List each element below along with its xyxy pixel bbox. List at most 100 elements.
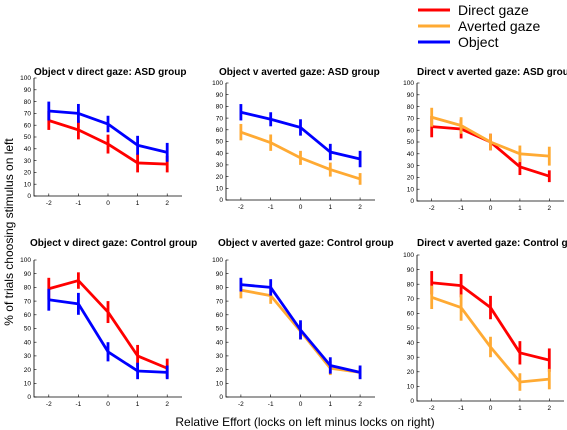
legend-label-1: Direct gaze bbox=[458, 2, 529, 18]
y-tick-label: 70 bbox=[216, 298, 224, 305]
x-tick-label: -1 bbox=[76, 200, 82, 207]
y-tick-label: 80 bbox=[216, 285, 224, 292]
x-tick-label: 0 bbox=[299, 401, 303, 408]
series-object bbox=[47, 288, 169, 380]
y-tick-label: 50 bbox=[216, 139, 224, 146]
x-tick-label: 1 bbox=[518, 205, 522, 212]
y-tick-label: 20 bbox=[407, 369, 415, 376]
panel-5-title: Object v averted gaze: Control group bbox=[218, 238, 394, 249]
x-tick-label: 2 bbox=[165, 401, 169, 408]
series-object bbox=[239, 104, 362, 168]
y-tick-label: 100 bbox=[20, 257, 31, 264]
x-tick-label: 0 bbox=[489, 405, 493, 412]
y-tick-label: 80 bbox=[24, 99, 32, 106]
y-tick-label: 40 bbox=[407, 340, 415, 347]
panel-3-title: Direct v averted gaze: ASD group bbox=[417, 67, 567, 78]
y-tick-label: 90 bbox=[216, 92, 224, 99]
y-tick-label: 50 bbox=[216, 326, 224, 333]
y-tick-label: 0 bbox=[410, 398, 414, 405]
y-tick-label: 100 bbox=[403, 80, 414, 87]
panel-2-axes bbox=[225, 83, 375, 201]
x-axis-label: Relative Effort (locks on left minus loc… bbox=[175, 415, 434, 429]
x-tick-label: -1 bbox=[458, 405, 464, 412]
y-tick-label: 60 bbox=[24, 312, 32, 319]
panel-3: Direct v averted gaze: ASD group 0 10 20 30 4… bbox=[403, 67, 567, 212]
x-tick-label: -1 bbox=[268, 401, 274, 408]
y-tick-label: 30 bbox=[216, 353, 224, 360]
x-tick-label: 1 bbox=[136, 401, 140, 408]
y-tick-label: 90 bbox=[407, 92, 415, 99]
y-tick-label: 10 bbox=[407, 384, 415, 391]
x-tick-label: -1 bbox=[268, 204, 274, 211]
y-tick-label: 70 bbox=[407, 116, 415, 123]
y-tick-label: 80 bbox=[216, 104, 224, 111]
y-tick-label: 40 bbox=[216, 339, 224, 346]
y-tick-label: 20 bbox=[24, 170, 32, 177]
y-tick-label: 10 bbox=[24, 381, 32, 388]
y-tick-label: 20 bbox=[216, 367, 224, 374]
y-tick-label: 0 bbox=[27, 193, 31, 200]
series-object bbox=[47, 101, 169, 162]
y-tick-label: 60 bbox=[407, 127, 415, 134]
x-tick-label: 1 bbox=[328, 401, 332, 408]
x-tick-label: -2 bbox=[46, 401, 52, 408]
y-tick-label: 90 bbox=[24, 271, 32, 278]
y-tick-label: 10 bbox=[216, 381, 224, 388]
y-tick-label: 60 bbox=[407, 311, 415, 318]
y-tick-label: 90 bbox=[216, 271, 224, 278]
panel-6-title: Direct v averted gaze: Control group bbox=[417, 238, 567, 249]
x-tick-label: -2 bbox=[238, 204, 244, 211]
y-tick-label: 30 bbox=[407, 163, 415, 170]
x-tick-label: 2 bbox=[358, 204, 362, 211]
x-tick-label: 0 bbox=[489, 205, 493, 212]
x-tick-label: 2 bbox=[547, 405, 551, 412]
y-tick-label: 100 bbox=[403, 252, 414, 259]
x-tick-label: 1 bbox=[328, 204, 332, 211]
y-tick-label: 0 bbox=[219, 197, 223, 204]
y-tick-label: 50 bbox=[24, 134, 32, 141]
y-tick-label: 40 bbox=[407, 151, 415, 158]
x-tick-label: 1 bbox=[518, 405, 522, 412]
y-tick-label: 100 bbox=[20, 75, 31, 82]
y-tick-label: 40 bbox=[24, 339, 32, 346]
y-axis-label: % of trials choosing stimulus on left bbox=[2, 138, 16, 326]
y-tick-label: 20 bbox=[407, 175, 415, 182]
series-direct-gaze bbox=[47, 272, 169, 378]
x-tick-label: 2 bbox=[547, 205, 551, 212]
y-tick-label: 30 bbox=[24, 353, 32, 360]
y-tick-label: 60 bbox=[216, 127, 224, 134]
x-tick-label: -2 bbox=[429, 405, 435, 412]
x-tick-label: -1 bbox=[76, 401, 82, 408]
panel-1: Object v direct gaze: ASD group010203040… bbox=[20, 67, 186, 207]
y-tick-label: 70 bbox=[216, 115, 224, 122]
y-tick-label: 10 bbox=[407, 186, 415, 193]
x-tick-label: 0 bbox=[299, 204, 303, 211]
y-tick-label: 70 bbox=[24, 111, 32, 118]
x-tick-label: -1 bbox=[458, 205, 464, 212]
x-tick-label: -2 bbox=[429, 205, 435, 212]
y-tick-label: 20 bbox=[216, 174, 224, 181]
y-tick-label: 100 bbox=[212, 257, 223, 264]
x-tick-label: 0 bbox=[106, 200, 110, 207]
y-tick-label: 30 bbox=[407, 354, 415, 361]
y-tick-label: 80 bbox=[407, 281, 415, 288]
x-tick-label: 1 bbox=[136, 200, 140, 207]
series-averted-gaze bbox=[239, 123, 362, 185]
x-tick-label: 0 bbox=[106, 401, 110, 408]
y-tick-label: 60 bbox=[24, 122, 32, 129]
x-tick-label: -2 bbox=[238, 401, 244, 408]
panel-4-axes bbox=[33, 260, 182, 398]
panel-4-title: Object v direct gaze: Control group bbox=[30, 238, 197, 249]
y-tick-label: 80 bbox=[407, 104, 415, 111]
panel-2: Object v averted gaze: ASD group01020304… bbox=[212, 67, 380, 211]
y-tick-label: 20 bbox=[24, 367, 32, 374]
panel-4: Object v direct gaze: Control group 0 10 20… bbox=[20, 238, 197, 408]
y-tick-label: 30 bbox=[24, 158, 32, 165]
y-tick-label: 70 bbox=[407, 296, 415, 303]
y-tick-label: 80 bbox=[24, 285, 32, 292]
panels: Object v direct gaze: ASD group010203040… bbox=[20, 67, 567, 412]
series-averted-gaze bbox=[430, 285, 551, 391]
y-tick-label: 90 bbox=[24, 87, 32, 94]
panel-6: Direct v averted gaze: Control group0102… bbox=[403, 238, 567, 412]
